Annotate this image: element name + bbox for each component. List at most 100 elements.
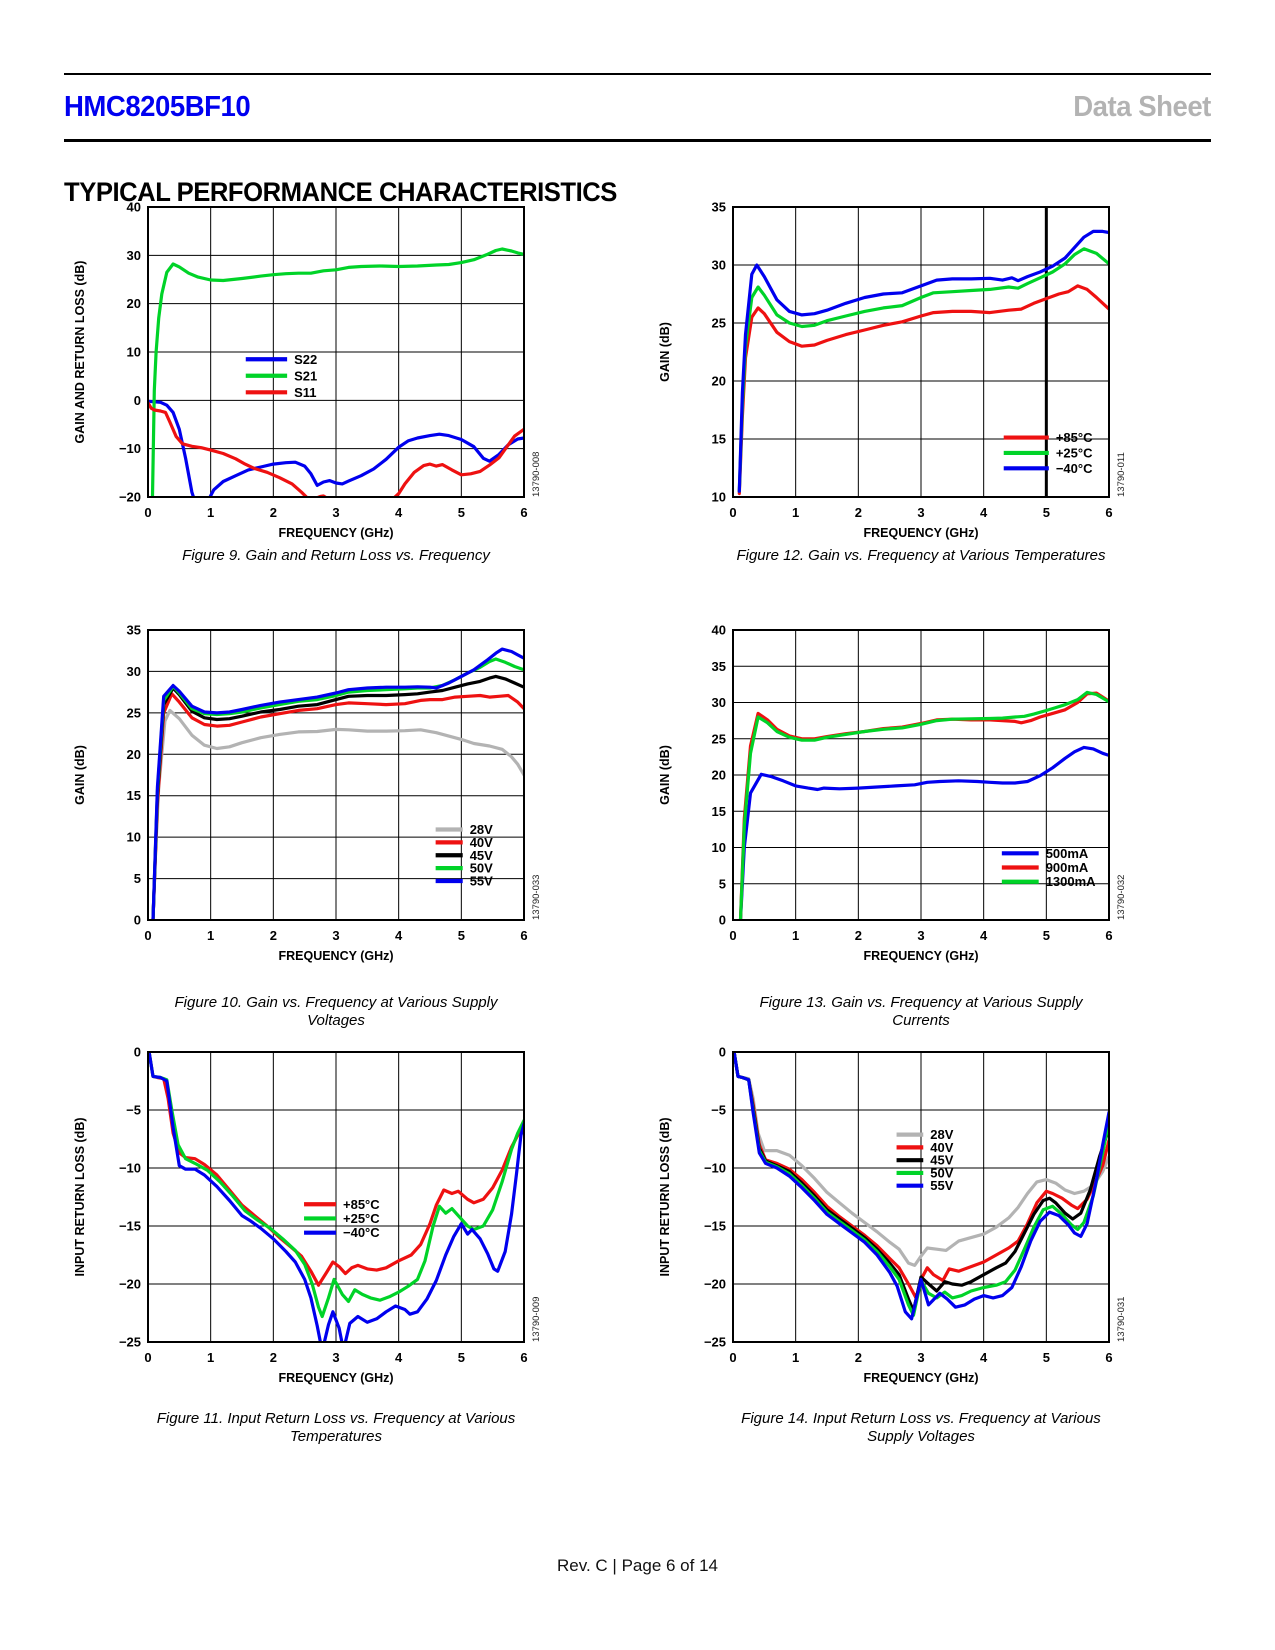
svg-text:40V: 40V bbox=[470, 835, 493, 850]
svg-text:3: 3 bbox=[917, 1350, 924, 1365]
svg-text:2: 2 bbox=[270, 928, 277, 943]
svg-text:20: 20 bbox=[712, 374, 726, 389]
svg-text:+25°C: +25°C bbox=[1056, 445, 1093, 460]
svg-text:13790-031: 13790-031 bbox=[1116, 1297, 1127, 1342]
chart-gain-vs-temperature: 0 1 2 3 4 5 6 10 15 20 25 30 35 FREQUENCY (GHz) GAIN (… bbox=[658, 200, 1127, 541]
svg-text:−10: −10 bbox=[704, 1161, 726, 1176]
svg-text:500mA: 500mA bbox=[1046, 846, 1089, 861]
svg-text:0: 0 bbox=[729, 928, 736, 943]
svg-text:10: 10 bbox=[712, 490, 726, 505]
svg-text:6: 6 bbox=[520, 928, 527, 943]
svg-text:15: 15 bbox=[712, 432, 726, 447]
svg-text:−10: −10 bbox=[119, 441, 141, 456]
svg-text:20: 20 bbox=[712, 768, 726, 783]
svg-text:0: 0 bbox=[144, 928, 151, 943]
svg-text:3: 3 bbox=[917, 928, 924, 943]
svg-text:25: 25 bbox=[127, 705, 141, 720]
svg-text:3: 3 bbox=[917, 505, 924, 520]
svg-text:GAIN AND RETURN LOSS (dB): GAIN AND RETURN LOSS (dB) bbox=[73, 261, 87, 444]
doc-type-label: Data Sheet bbox=[1073, 90, 1211, 123]
figure-11: 0 1 2 3 4 5 6 −25 −20 −15 −10 −5 0 FREQUENCY (GHz) INP… bbox=[60, 1042, 560, 1446]
figure-11-caption: Figure 11. Input Return Loss vs. Frequen… bbox=[156, 1410, 516, 1445]
svg-text:1300mA: 1300mA bbox=[1046, 874, 1096, 889]
chart-gain-vs-supply-current: 0 1 2 3 4 5 6 0 5 10 15 20 25 30 35 40 FREQUENCY (GHz) GA… bbox=[658, 623, 1127, 964]
svg-text:35: 35 bbox=[127, 623, 141, 638]
figure-9: 0 1 2 3 4 5 6 −20 −10 0 10 20 30 40 FREQUENCY (GHz) GAI… bbox=[60, 197, 560, 565]
svg-text:13790-033: 13790-033 bbox=[531, 875, 542, 920]
svg-text:INPUT RETURN LOSS (dB): INPUT RETURN LOSS (dB) bbox=[658, 1117, 672, 1276]
svg-text:50V: 50V bbox=[470, 861, 493, 876]
svg-text:13790-032: 13790-032 bbox=[1116, 875, 1127, 920]
svg-text:5: 5 bbox=[134, 871, 141, 886]
svg-text:0: 0 bbox=[134, 913, 141, 928]
svg-text:5: 5 bbox=[458, 928, 465, 943]
svg-text:2: 2 bbox=[855, 928, 862, 943]
svg-text:15: 15 bbox=[712, 804, 726, 819]
svg-text:0: 0 bbox=[729, 1350, 736, 1365]
svg-text:−20: −20 bbox=[119, 490, 141, 505]
figure-14-caption: Figure 14. Input Return Loss vs. Frequen… bbox=[741, 1410, 1101, 1445]
svg-text:5: 5 bbox=[1043, 1350, 1050, 1365]
svg-text:30: 30 bbox=[127, 664, 141, 679]
svg-text:50V: 50V bbox=[930, 1165, 953, 1180]
svg-text:0: 0 bbox=[719, 913, 726, 928]
svg-text:15: 15 bbox=[127, 788, 141, 803]
svg-text:4: 4 bbox=[395, 1350, 403, 1365]
figure-9-caption: Figure 9. Gain and Return Loss vs. Frequ… bbox=[182, 547, 490, 564]
svg-text:2: 2 bbox=[270, 505, 277, 520]
svg-text:FREQUENCY (GHz): FREQUENCY (GHz) bbox=[278, 526, 393, 540]
svg-text:GAIN (dB): GAIN (dB) bbox=[73, 745, 87, 805]
svg-text:4: 4 bbox=[980, 505, 988, 520]
svg-text:2: 2 bbox=[855, 505, 862, 520]
chart-input-return-loss-vs-supply-voltage: 0 1 2 3 4 5 6 −25 −20 −15 −10 −5 0 FREQUENCY (GHz) INP… bbox=[658, 1045, 1127, 1386]
svg-text:FREQUENCY (GHz): FREQUENCY (GHz) bbox=[863, 949, 978, 963]
svg-text:−5: −5 bbox=[711, 1103, 726, 1118]
svg-text:0: 0 bbox=[134, 1045, 141, 1060]
svg-text:25: 25 bbox=[712, 731, 726, 746]
svg-text:5: 5 bbox=[1043, 505, 1050, 520]
svg-text:6: 6 bbox=[1105, 1350, 1112, 1365]
svg-text:35: 35 bbox=[712, 200, 726, 215]
svg-text:FREQUENCY (GHz): FREQUENCY (GHz) bbox=[278, 1371, 393, 1385]
svg-text:55V: 55V bbox=[470, 874, 493, 889]
svg-text:30: 30 bbox=[712, 695, 726, 710]
svg-text:45V: 45V bbox=[470, 848, 493, 863]
svg-text:40: 40 bbox=[127, 200, 141, 215]
svg-text:45V: 45V bbox=[930, 1153, 953, 1168]
svg-text:4: 4 bbox=[395, 505, 403, 520]
svg-text:0: 0 bbox=[134, 393, 141, 408]
part-number: HMC8205BF10 bbox=[64, 90, 251, 123]
svg-text:20: 20 bbox=[127, 296, 141, 311]
svg-text:1: 1 bbox=[207, 505, 214, 520]
section-title: TYPICAL PERFORMANCE CHARACTERISTICS bbox=[64, 177, 617, 208]
svg-text:S22: S22 bbox=[294, 352, 317, 367]
svg-text:2: 2 bbox=[855, 1350, 862, 1365]
svg-text:1: 1 bbox=[207, 1350, 214, 1365]
svg-text:900mA: 900mA bbox=[1046, 860, 1089, 875]
svg-text:3: 3 bbox=[332, 505, 339, 520]
svg-text:4: 4 bbox=[395, 928, 403, 943]
figure-12-caption: Figure 12. Gain vs. Frequency at Various… bbox=[736, 547, 1106, 564]
svg-text:55V: 55V bbox=[930, 1178, 953, 1193]
page-header: HMC8205BF10 Data Sheet bbox=[64, 73, 1211, 142]
figure-13: 0 1 2 3 4 5 6 0 5 10 15 20 25 30 35 40 FREQUENCY (GHz) GA… bbox=[645, 620, 1145, 1030]
svg-text:5: 5 bbox=[458, 1350, 465, 1365]
svg-text:INPUT RETURN LOSS (dB): INPUT RETURN LOSS (dB) bbox=[73, 1117, 87, 1276]
svg-text:FREQUENCY (GHz): FREQUENCY (GHz) bbox=[278, 949, 393, 963]
svg-text:+85°C: +85°C bbox=[1056, 430, 1093, 445]
svg-text:1: 1 bbox=[792, 505, 799, 520]
svg-text:30: 30 bbox=[712, 258, 726, 273]
chart-gain-and-return-loss: 0 1 2 3 4 5 6 −20 −10 0 10 20 30 40 FREQUENCY (GHz) GAI… bbox=[73, 200, 542, 541]
svg-text:FREQUENCY (GHz): FREQUENCY (GHz) bbox=[863, 1371, 978, 1385]
chart-input-return-loss-vs-temperature: 0 1 2 3 4 5 6 −25 −20 −15 −10 −5 0 FREQUENCY (GHz) INP… bbox=[73, 1045, 542, 1386]
svg-text:10: 10 bbox=[712, 840, 726, 855]
svg-text:−10: −10 bbox=[119, 1161, 141, 1176]
svg-text:6: 6 bbox=[1105, 505, 1112, 520]
page-footer: Rev. C | Page 6 of 14 bbox=[557, 1556, 718, 1575]
svg-text:0: 0 bbox=[719, 1045, 726, 1060]
svg-text:5: 5 bbox=[1043, 928, 1050, 943]
svg-text:13790-008: 13790-008 bbox=[531, 452, 542, 497]
svg-text:−25: −25 bbox=[119, 1335, 141, 1350]
svg-text:30: 30 bbox=[127, 248, 141, 263]
svg-text:−25: −25 bbox=[704, 1335, 726, 1350]
